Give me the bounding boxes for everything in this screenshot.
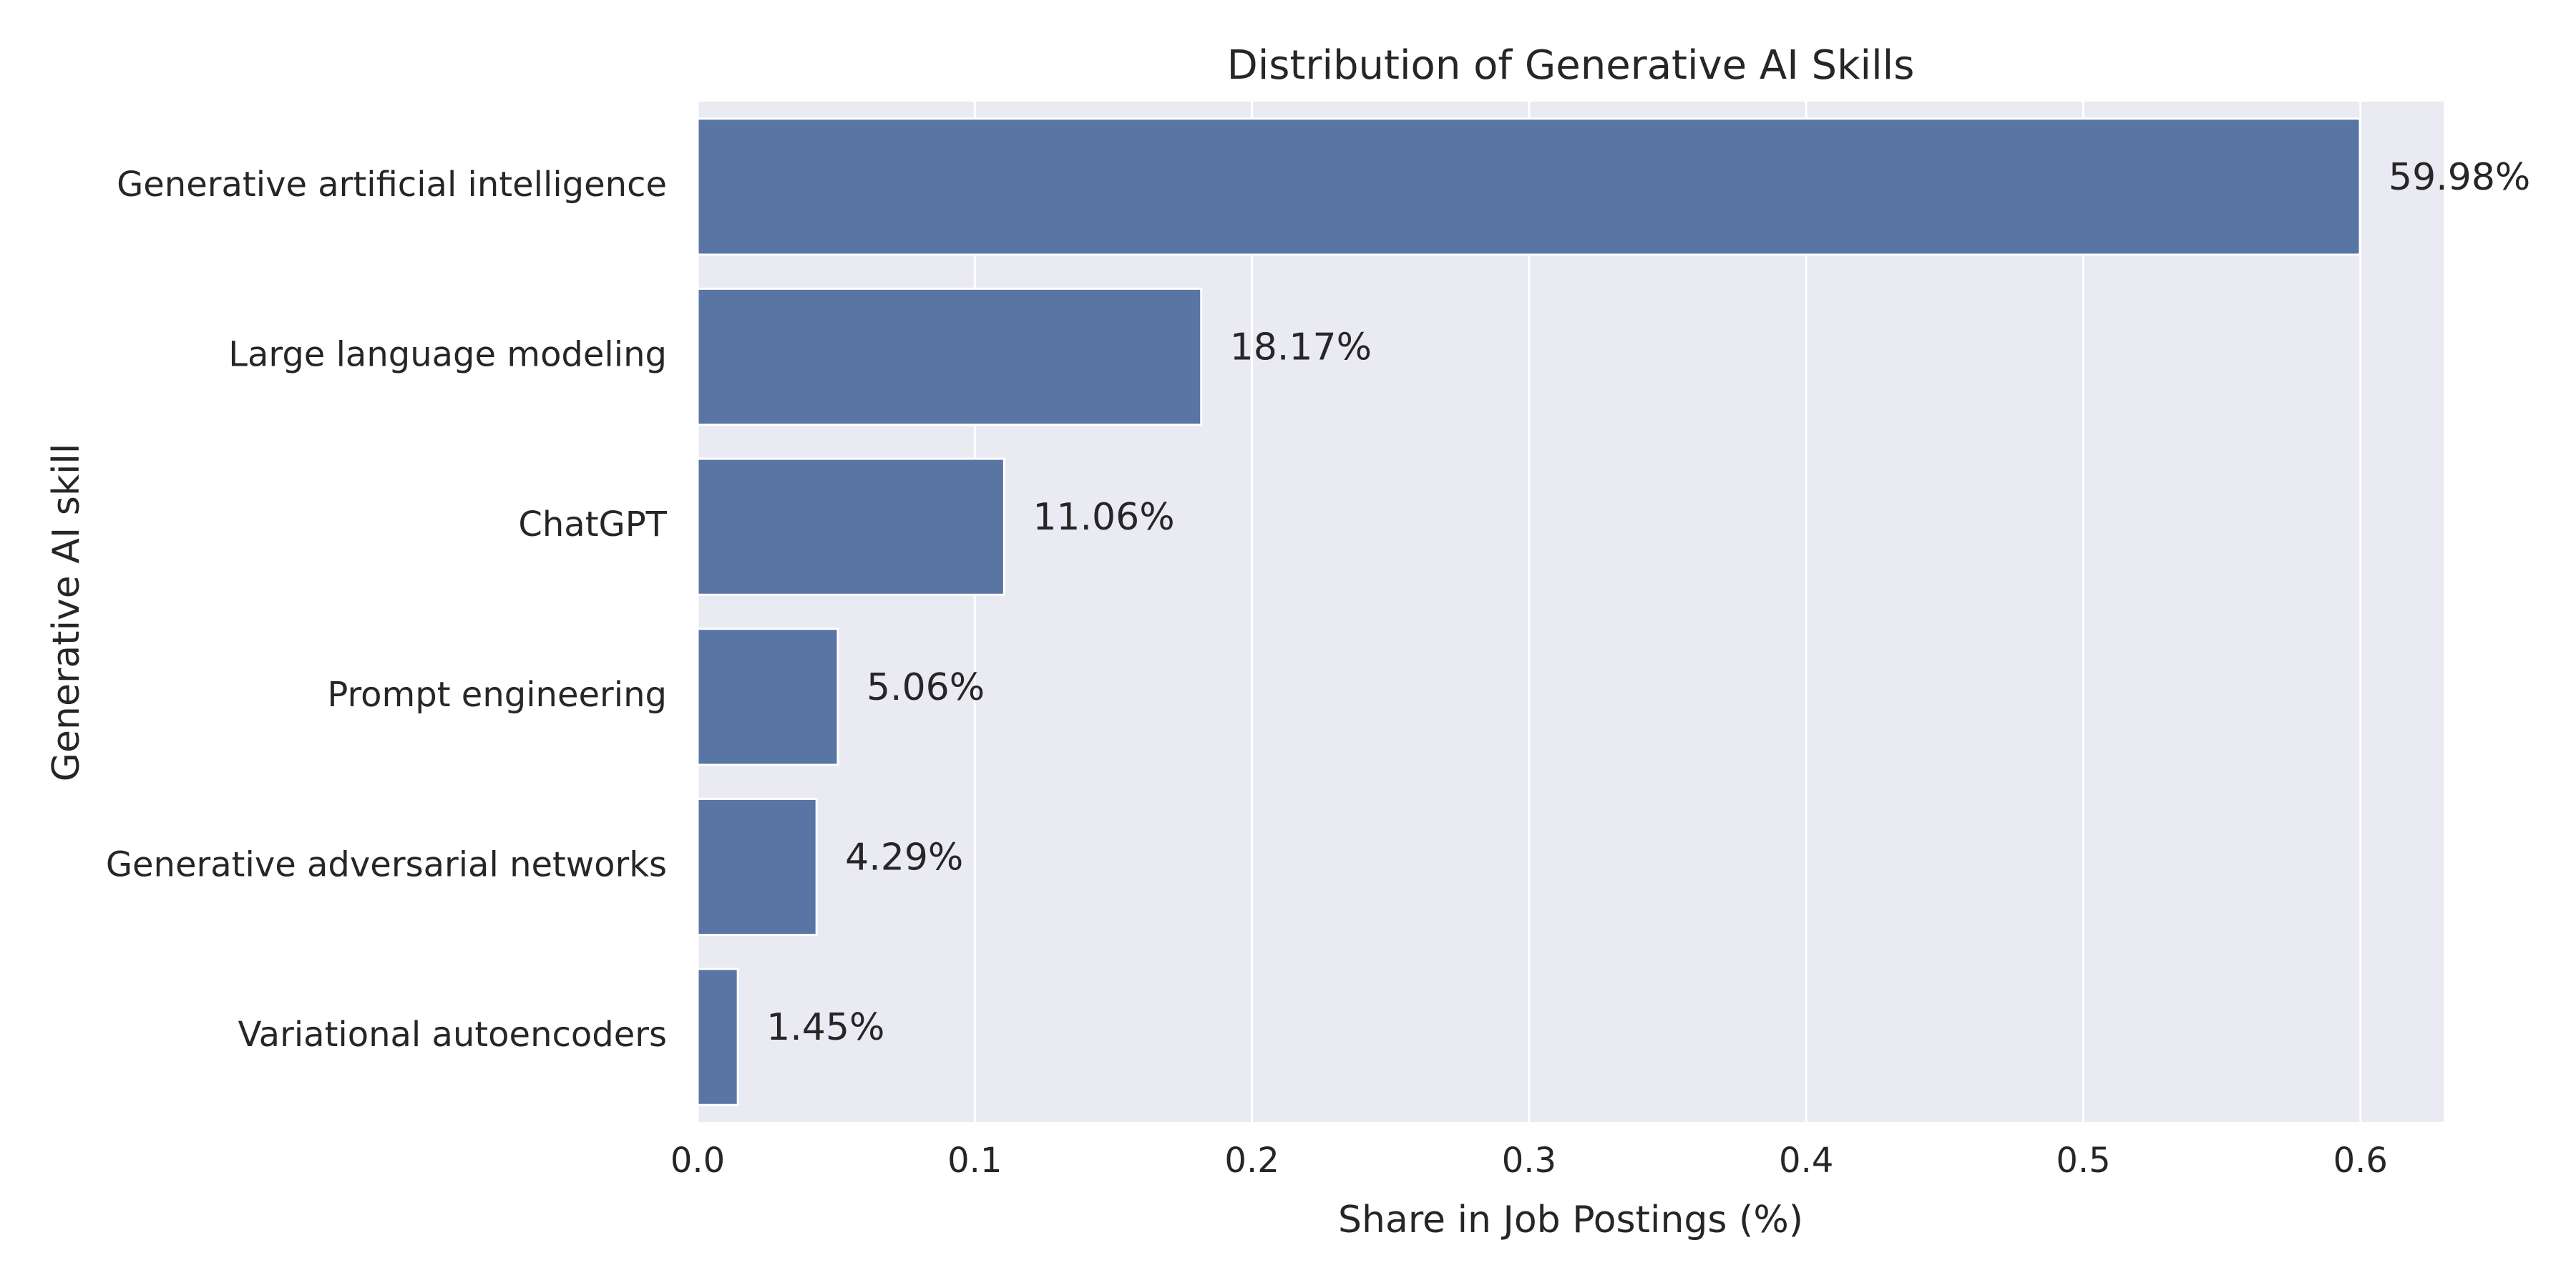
x-tick-label: 0.0 — [670, 1141, 725, 1181]
plot-background — [698, 102, 2444, 1122]
chart-title: Distribution of Generative AI Skills — [1227, 42, 1915, 89]
x-tick-label: 0.6 — [2333, 1141, 2388, 1181]
y-tick-label: ChatGPT — [518, 504, 667, 545]
x-tick-label: 0.1 — [947, 1141, 1002, 1181]
x-tick-label: 0.2 — [1224, 1141, 1279, 1181]
x-tick-label: 0.5 — [2056, 1141, 2110, 1181]
y-tick-label: Generative adversarial networks — [106, 845, 667, 885]
bar — [696, 457, 1005, 596]
grid-lines — [696, 102, 2362, 1122]
bar — [696, 287, 1203, 426]
x-axis-label: Share in Job Postings (%) — [1338, 1199, 1803, 1241]
y-tick-label: Generative artificial intelligence — [117, 165, 667, 205]
x-tick-label: 0.4 — [1779, 1141, 1833, 1181]
bar-value-label: 59.98% — [2389, 156, 2530, 199]
y-tick-label: Large language modeling — [228, 335, 667, 375]
bars — [696, 117, 2361, 1106]
bar-value-label: 18.17% — [1230, 326, 1372, 369]
bar — [696, 967, 739, 1106]
y-tick-label: Variational autoencoders — [238, 1015, 667, 1055]
y-axis-label: Generative AI skill — [45, 444, 88, 782]
x-tick-label: 0.3 — [1502, 1141, 1556, 1181]
x-tick-labels: 0.0 0.1 0.2 0.3 0.4 0.5 0.6 — [670, 1141, 2388, 1181]
y-tick-labels: Generative artificial intelligence Large … — [106, 165, 668, 1055]
data-labels: 59.98% 18.17% 11.06% 5.06% 4.29% 1.45% — [766, 156, 2530, 1049]
bar-value-label: 1.45% — [766, 1006, 884, 1049]
bar-value-label: 5.06% — [867, 666, 985, 709]
bar — [696, 628, 839, 766]
bar-value-label: 4.29% — [845, 836, 963, 879]
bar — [696, 117, 2361, 256]
bar — [696, 797, 818, 937]
bar-value-label: 11.06% — [1033, 496, 1174, 539]
y-tick-label: Prompt engineering — [327, 675, 667, 715]
